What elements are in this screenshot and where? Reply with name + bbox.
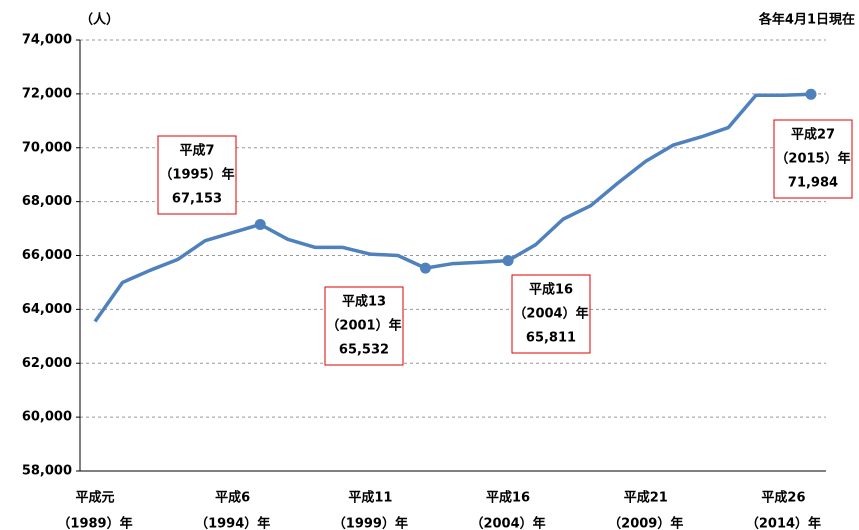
value-label: 65,811: [526, 331, 576, 346]
annotation-text: 平成7: [179, 143, 214, 159]
x-tick-label: （1994）年: [195, 516, 270, 530]
x-tick-label: 平成元: [75, 490, 114, 506]
annotation-text: 平成16: [529, 282, 573, 298]
note: 各年4月1日現在: [758, 12, 855, 28]
annotation-text: 平成27: [791, 127, 835, 143]
annotation-box: [157, 135, 237, 215]
x-tick-label: （1989）年: [57, 516, 132, 530]
y-tick-label: 60,000: [22, 410, 72, 425]
annotation-box: [324, 286, 404, 366]
y-tick-label: 62,000: [22, 356, 72, 371]
y-tick-label: 66,000: [22, 248, 72, 263]
annotation-text: （2004）年: [513, 306, 588, 322]
x-tick-label: （2009）年: [608, 516, 683, 530]
annotation-text: （2015）年: [775, 151, 850, 167]
y-tick-label: 70,000: [22, 140, 72, 155]
y-tick-label: 58,000: [22, 464, 72, 479]
y-tick-label: 64,000: [22, 302, 72, 317]
x-tick-label: 平成16: [486, 490, 530, 506]
marker: [805, 88, 817, 100]
y-tick-label: 68,000: [22, 194, 72, 209]
x-tick-label: 平成11: [348, 490, 392, 506]
y-tick-label: 74,000: [22, 33, 72, 48]
marker: [254, 218, 266, 230]
annotation-box: [773, 119, 853, 199]
x-tick-label: 平成6: [215, 490, 250, 506]
marker: [502, 255, 514, 267]
x-tick-label: 平成21: [624, 490, 668, 506]
y-tick-label: 72,000: [22, 86, 72, 101]
x-tick-label: （1999）年: [333, 516, 408, 530]
marker: [419, 262, 431, 274]
value-label: 65,532: [339, 343, 389, 358]
annotation-box: [511, 274, 591, 354]
annotation-text: （1995）年: [159, 167, 234, 183]
x-tick-label: （2014）年: [746, 516, 821, 530]
x-tick-label: 平成26: [761, 490, 805, 506]
value-label: 67,153: [172, 192, 222, 207]
annotation-text: 平成13: [342, 294, 386, 310]
line: [93, 92, 812, 323]
value-label: 71,984: [788, 176, 838, 191]
annotation-text: （2001）年: [326, 318, 401, 334]
unit-label: （人）: [80, 12, 119, 28]
x-tick-label: （2004）年: [470, 516, 545, 530]
